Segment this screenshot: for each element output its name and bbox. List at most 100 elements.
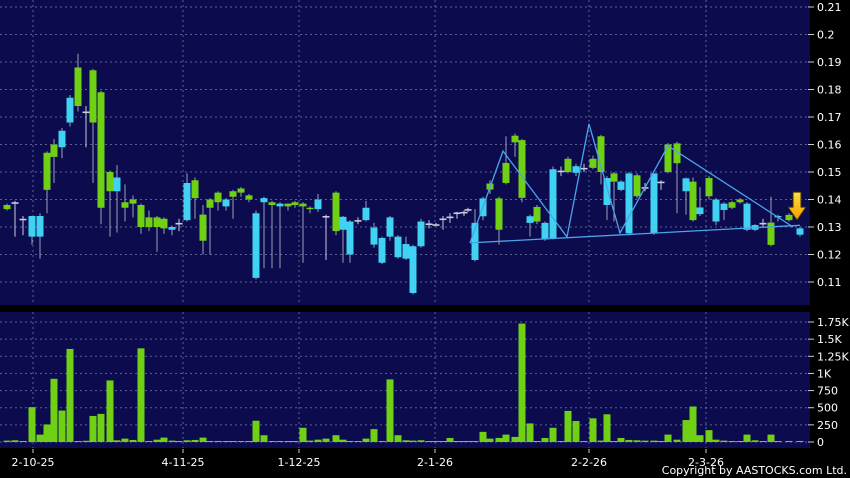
volume-bar xyxy=(696,435,704,442)
candlestick xyxy=(11,202,19,204)
candlestick xyxy=(526,216,534,223)
volume-bar xyxy=(354,441,362,442)
candlestick xyxy=(168,227,176,230)
candlestick xyxy=(284,203,292,207)
trend-line xyxy=(469,224,801,244)
volume-bar xyxy=(121,438,129,442)
volume-bar xyxy=(106,380,114,442)
candlestick xyxy=(137,205,145,227)
volume-bar xyxy=(206,440,214,442)
volume-bar xyxy=(306,440,314,442)
candlestick xyxy=(439,218,447,221)
volume-bar xyxy=(751,440,759,442)
volume-bar xyxy=(689,406,697,442)
date-axis-label: 2-1-26 xyxy=(417,456,453,469)
candlestick xyxy=(322,216,330,218)
candlestick xyxy=(160,218,168,229)
volume-bar xyxy=(785,440,793,442)
candlestick xyxy=(3,205,11,210)
candlestick xyxy=(689,181,697,221)
volume-bar xyxy=(409,440,417,442)
candlestick xyxy=(252,213,260,278)
volume-bar xyxy=(446,437,454,442)
candlestick xyxy=(378,238,386,263)
volume-bar xyxy=(299,427,307,442)
candlestick xyxy=(145,217,153,227)
candlestick xyxy=(50,144,58,157)
candlestick xyxy=(153,217,161,227)
candlestick xyxy=(245,195,253,200)
candlestick xyxy=(332,192,340,232)
volume-axis-label: 1.5K xyxy=(817,333,842,346)
candlestick xyxy=(471,222,479,260)
volume-bar xyxy=(743,434,751,442)
candlestick xyxy=(97,92,105,208)
candlestick xyxy=(625,173,633,234)
candlestick xyxy=(743,203,751,230)
volume-bar xyxy=(720,440,728,442)
volume-bar xyxy=(549,427,557,442)
candlestick xyxy=(502,162,510,183)
volume-bar xyxy=(657,441,665,442)
volume-bar xyxy=(471,440,479,442)
volume-bar xyxy=(339,439,347,442)
candlestick xyxy=(175,222,183,225)
volume-bar xyxy=(486,438,494,442)
volume-axis-label: 1.75K xyxy=(817,316,849,329)
volume-bar xyxy=(439,441,447,442)
volume-bar xyxy=(511,436,519,442)
candlestick xyxy=(402,244,410,259)
candlestick xyxy=(121,202,129,208)
candlestick xyxy=(43,152,51,190)
candlestick xyxy=(657,181,665,184)
candlestick xyxy=(206,199,214,208)
volume-bar xyxy=(796,440,804,442)
volume-bar xyxy=(291,441,299,442)
candlestick xyxy=(453,212,461,215)
candlestick xyxy=(617,181,625,190)
candlestick xyxy=(736,199,744,203)
candlestick xyxy=(425,223,433,226)
volume-bar xyxy=(137,348,145,442)
volume-bar xyxy=(518,323,526,442)
volume-bar xyxy=(728,441,736,442)
volume-bar xyxy=(641,440,649,442)
price-axis-label: 0.19 xyxy=(817,56,842,69)
candlestick xyxy=(82,111,90,114)
volume-axis-label: 250 xyxy=(817,419,838,432)
volume-bar xyxy=(417,440,425,442)
volume-bar xyxy=(276,441,284,442)
volume-bar xyxy=(664,434,672,442)
volume-bar xyxy=(736,441,744,442)
candlestick xyxy=(370,227,378,245)
volume-bar xyxy=(597,440,605,442)
volume-bar xyxy=(332,435,340,442)
price-axis-label: 0.17 xyxy=(817,111,842,124)
volume-bar xyxy=(284,441,292,442)
volume-bar xyxy=(183,440,191,442)
volume-bar xyxy=(160,437,168,442)
volume-bar xyxy=(168,440,176,442)
candlestick xyxy=(237,188,245,193)
candlestick xyxy=(276,203,284,207)
candlestick xyxy=(720,203,728,210)
volume-bar xyxy=(19,441,27,442)
volume-bar xyxy=(370,429,378,442)
candlestick xyxy=(268,202,276,205)
candlestick xyxy=(346,221,354,255)
candlestick xyxy=(511,135,519,143)
volume-axis-label: 1K xyxy=(817,367,832,380)
candlestick xyxy=(362,207,370,221)
candlestick xyxy=(299,203,307,207)
candlestick xyxy=(229,191,237,197)
volume-bar xyxy=(214,440,222,442)
volume-axis-label: 1.25K xyxy=(817,350,849,363)
volume-bar xyxy=(402,440,410,442)
volume-bar xyxy=(533,441,541,442)
candlestick xyxy=(597,136,605,172)
candlestick xyxy=(759,222,767,225)
volume-bar xyxy=(453,441,461,442)
volume-bar xyxy=(774,441,782,442)
volume-bar xyxy=(479,431,487,442)
candlestick xyxy=(19,218,27,221)
